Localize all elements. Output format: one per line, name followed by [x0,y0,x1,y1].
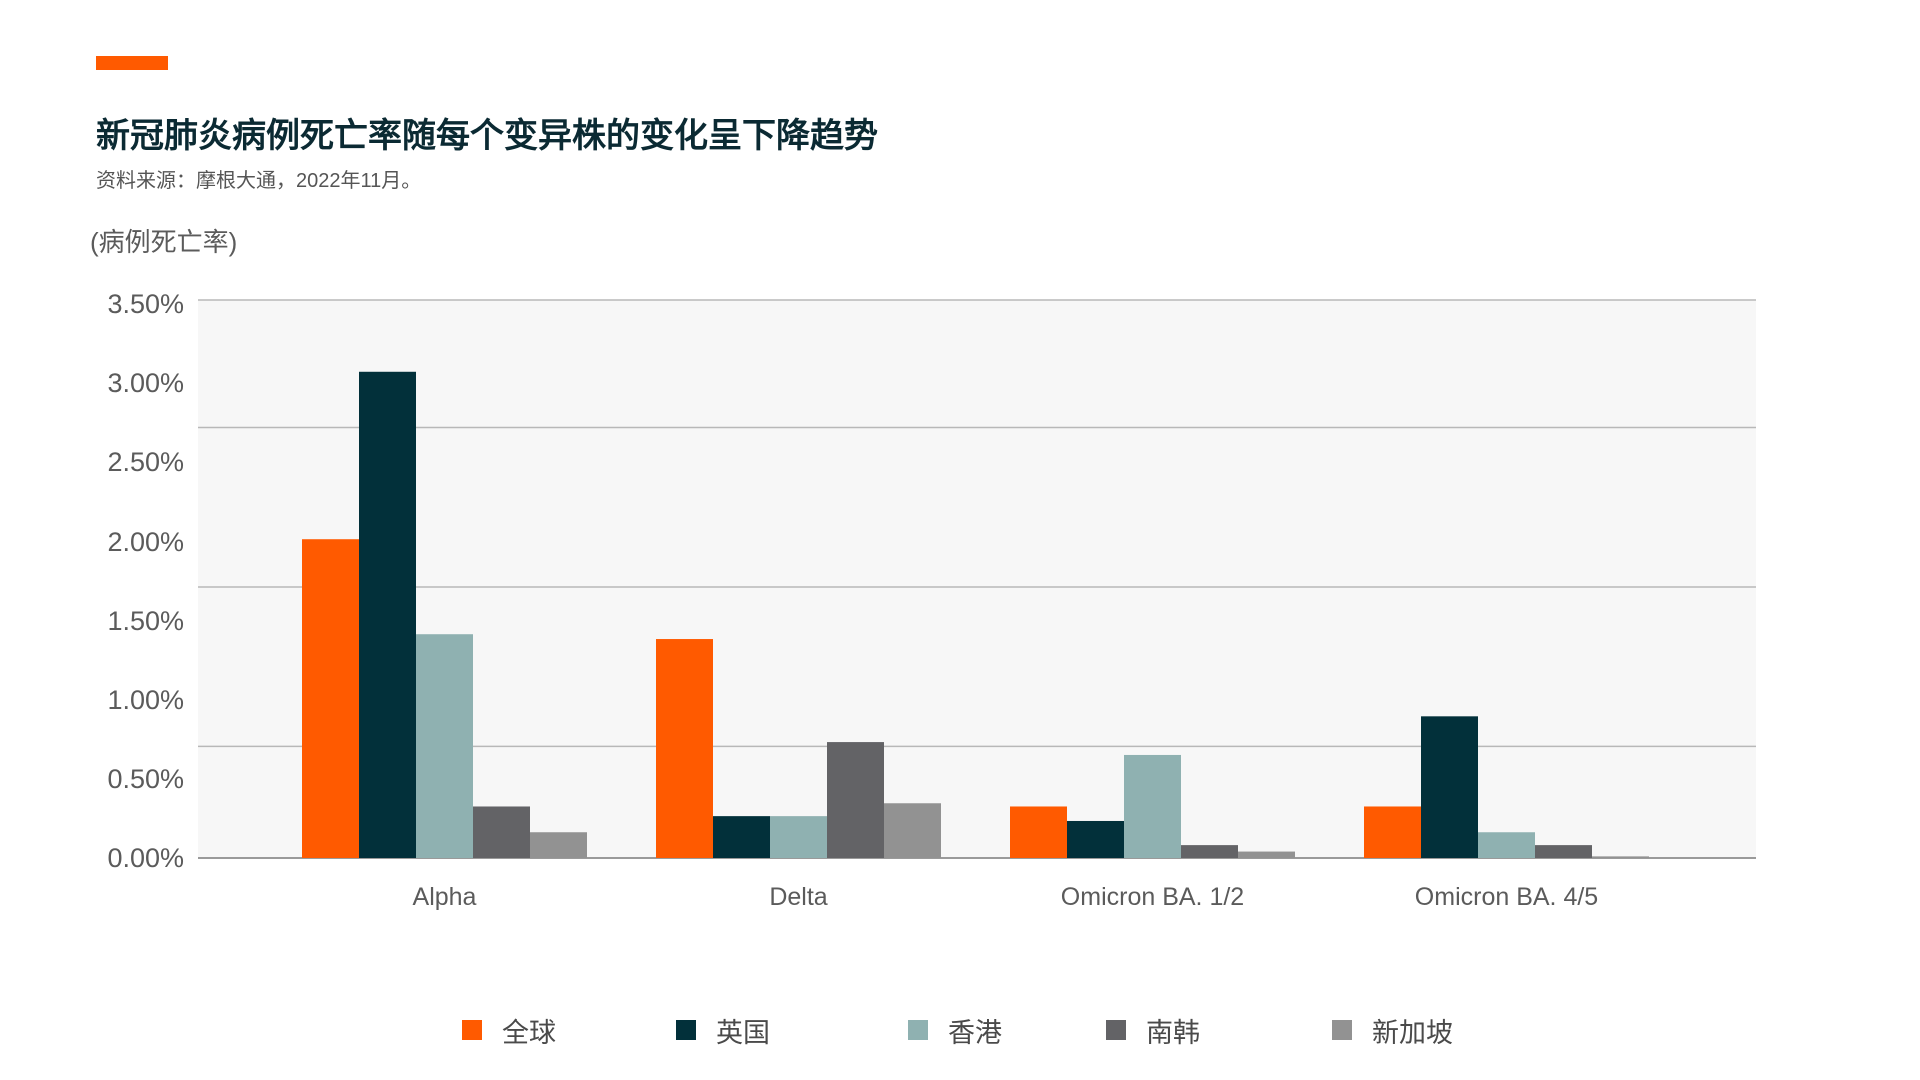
y-tick-label: 0.00% [107,843,184,873]
bar-1-4 [473,806,530,858]
legend-swatch [676,1020,696,1040]
x-category-label: Omicron BA. 4/5 [1415,883,1598,911]
bar-2-5 [884,803,941,858]
bar-3-4 [1181,845,1238,858]
x-category-label: Alpha [413,883,477,911]
y-tick-label: 2.00% [107,527,184,557]
bar-1-3 [416,634,473,858]
bar-3-1 [1010,806,1067,858]
x-category-label: Omicron BA. 1/2 [1061,883,1244,911]
bar-4-3 [1478,832,1535,858]
bar-4-1 [1364,806,1421,858]
legend-label: 英国 [716,1017,770,1048]
bar-3-5 [1238,851,1295,858]
y-tick-label: 1.00% [107,685,184,715]
legend-label: 新加坡 [1372,1017,1453,1048]
bar-3-2 [1067,820,1124,858]
chart-title: 新冠肺炎病例死亡率随每个变异株的变化呈下降趋势 [96,117,878,155]
y-axis-label: (病例死亡率) [90,227,238,257]
bar-2-4 [827,742,884,858]
legend-item: 全球 [462,1010,556,1050]
legend-label: 南韩 [1146,1017,1200,1048]
y-tick-label: 0.50% [107,764,184,794]
bar-2-1 [656,639,713,858]
legend-label: 全球 [502,1017,556,1048]
y-tick-label: 2.50% [107,447,184,477]
legend-swatch [462,1020,482,1040]
chart-source: 资料来源：摩根大通，2022年11月。 [96,170,422,192]
y-tick-label: 3.00% [107,368,184,398]
legend-item: 英国 [676,1010,770,1050]
bar-2-3 [770,816,827,858]
legend-item: 香港 [908,1010,1002,1050]
bar-1-5 [530,832,587,858]
accent-bar [96,56,168,70]
bar-4-2 [1421,716,1478,858]
legend-item: 新加坡 [1332,1010,1453,1050]
bar-1-2 [359,371,416,858]
legend-item: 南韩 [1106,1010,1200,1050]
y-tick-label: 1.50% [107,606,184,636]
y-tick-label: 3.50% [107,289,184,319]
bar-4-5 [1592,856,1649,858]
legend-swatch [1106,1020,1126,1040]
x-category-label: Delta [769,883,827,911]
bar-4-4 [1535,845,1592,858]
bar-1-1 [302,539,359,858]
legend-swatch [908,1020,928,1040]
legend-label: 香港 [948,1017,1002,1048]
legend: 全球 英国 香港 南韩 新加坡 [462,1010,1562,1050]
bar-3-3 [1124,754,1181,858]
legend-swatch [1332,1020,1352,1040]
bar-chart: 0.00% 0.50% 1.00% 1.50% 2.00% 2.50% 3.00% 3.50%… [107,289,1756,911]
bar-2-2 [713,816,770,858]
